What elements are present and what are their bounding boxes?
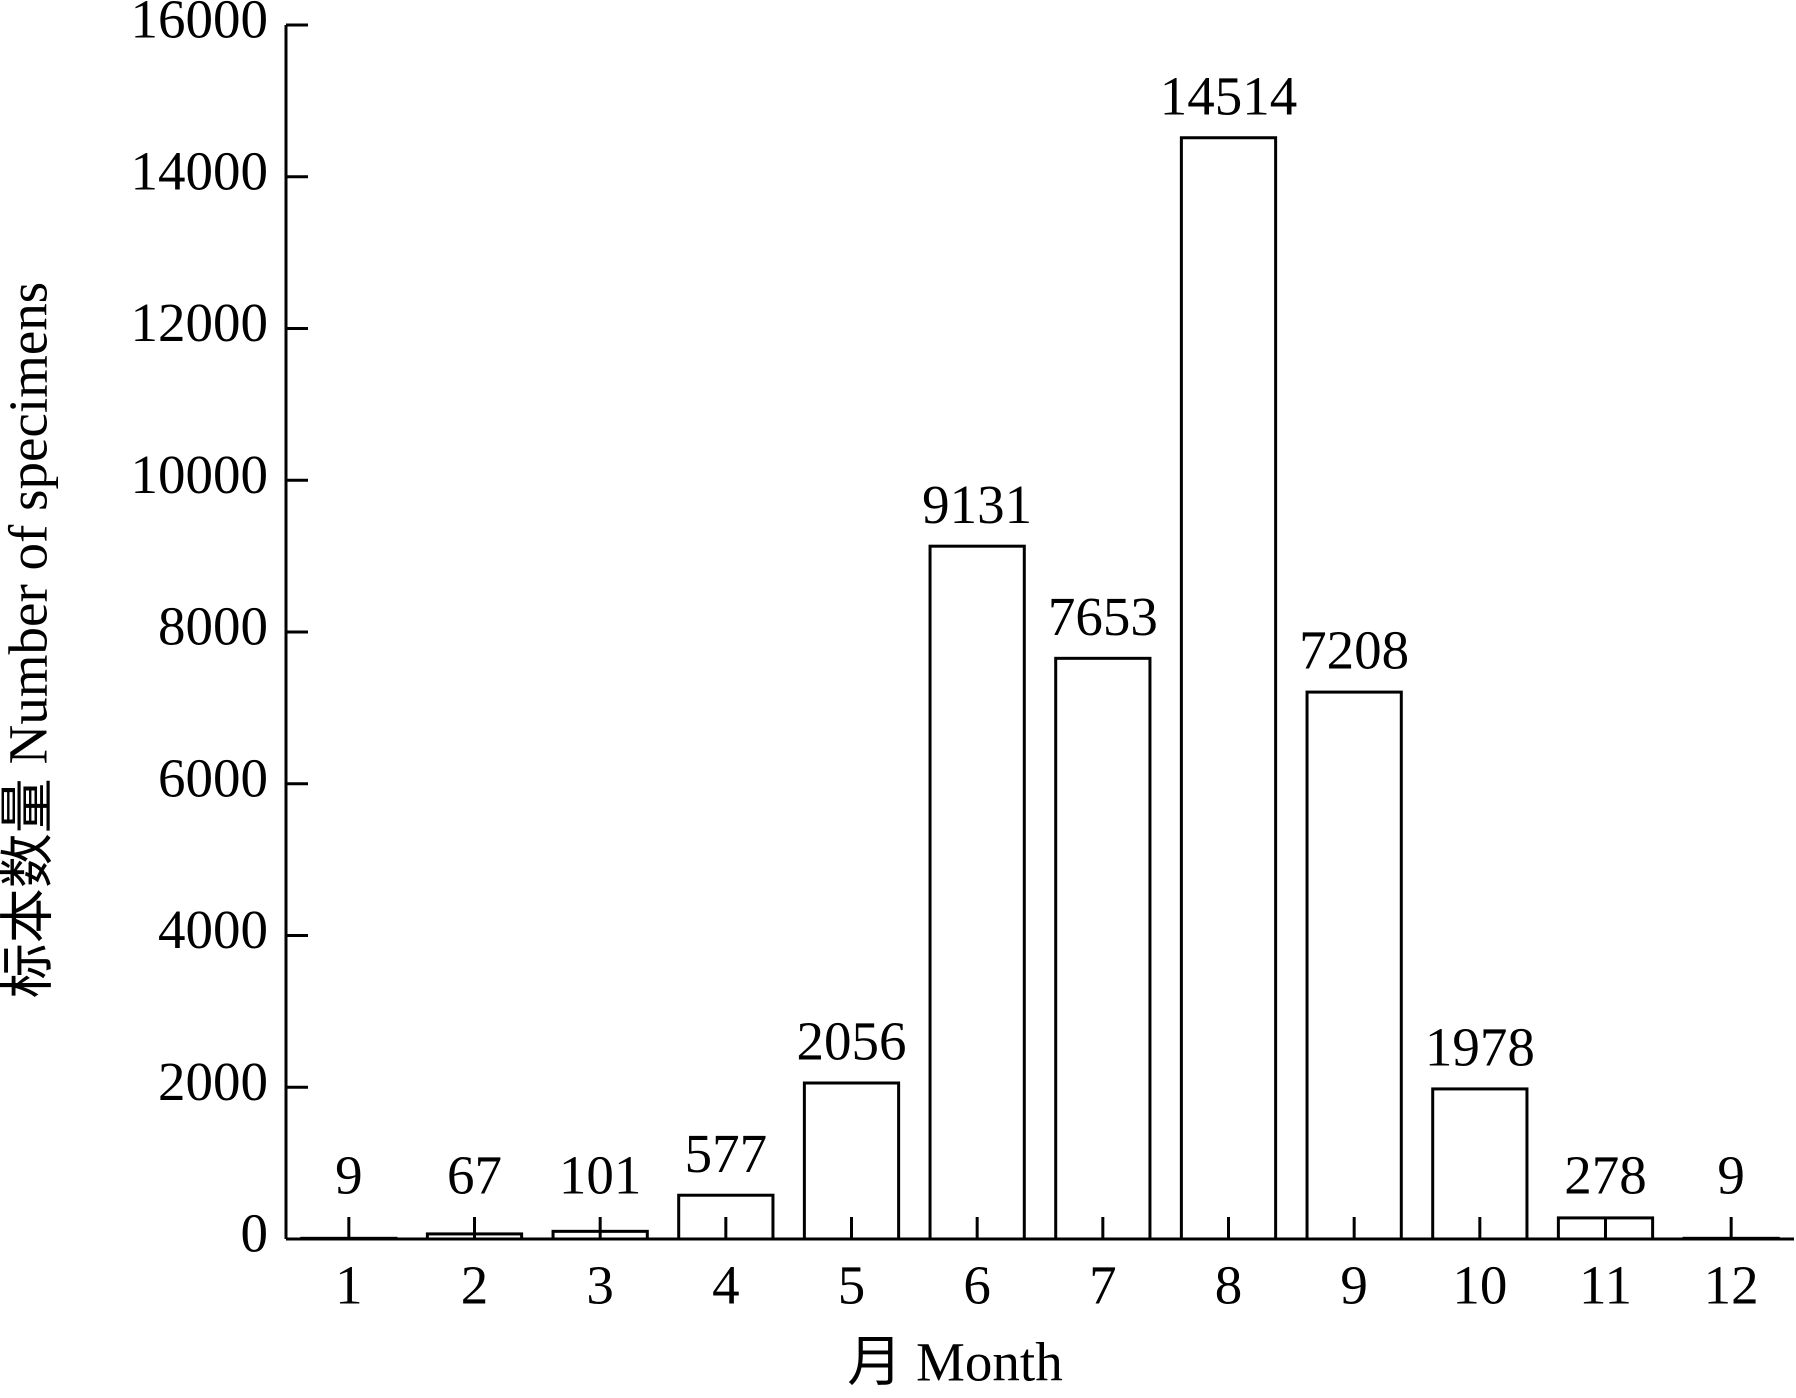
value-label: 577 — [685, 1123, 768, 1184]
bar — [1179, 136, 1278, 1241]
value-label: 9131 — [922, 474, 1032, 535]
bar — [1431, 1087, 1529, 1241]
y-tick-label: 16000 — [131, 0, 269, 50]
bar — [802, 1081, 901, 1241]
y-tick-label: 4000 — [158, 899, 268, 960]
value-label: 1978 — [1425, 1017, 1535, 1078]
x-tick-label: 2 — [461, 1255, 489, 1316]
bar — [928, 544, 1026, 1241]
value-label: 14514 — [1160, 65, 1298, 126]
value-label: 2056 — [797, 1011, 907, 1072]
y-tick-label: 10000 — [131, 444, 269, 505]
value-label: 7208 — [1299, 620, 1409, 681]
x-tick-label: 4 — [712, 1255, 740, 1316]
y-tick-label: 14000 — [131, 140, 269, 201]
y-tick-label: 8000 — [158, 596, 268, 657]
y-axis-label: 标本数量 Number of specimens — [0, 282, 59, 998]
bar — [1054, 656, 1152, 1241]
y-tick-label: 0 — [241, 1203, 269, 1264]
x-tick-label: 3 — [586, 1255, 614, 1316]
x-tick-label: 6 — [963, 1255, 991, 1316]
value-label: 101 — [559, 1145, 642, 1206]
value-label: 9 — [335, 1145, 363, 1206]
value-label: 7653 — [1048, 586, 1158, 647]
y-tick-label: 12000 — [131, 292, 269, 353]
value-label: 67 — [447, 1145, 502, 1206]
value-label: 278 — [1564, 1145, 1647, 1206]
x-tick-label: 9 — [1340, 1255, 1368, 1316]
bar — [1305, 690, 1403, 1241]
y-tick-label: 2000 — [158, 1051, 268, 1112]
y-tick-label: 6000 — [158, 747, 268, 808]
x-tick-label: 8 — [1215, 1255, 1243, 1316]
x-tick-label: 10 — [1452, 1255, 1507, 1316]
x-axis-label: 月 Month — [847, 1332, 1062, 1393]
x-tick-label: 1 — [335, 1255, 363, 1316]
x-tick-label: 7 — [1089, 1255, 1117, 1316]
value-label: 9 — [1717, 1145, 1745, 1206]
x-tick-label: 11 — [1579, 1255, 1632, 1316]
x-tick-label: 5 — [838, 1255, 866, 1316]
x-tick-label: 12 — [1704, 1255, 1759, 1316]
